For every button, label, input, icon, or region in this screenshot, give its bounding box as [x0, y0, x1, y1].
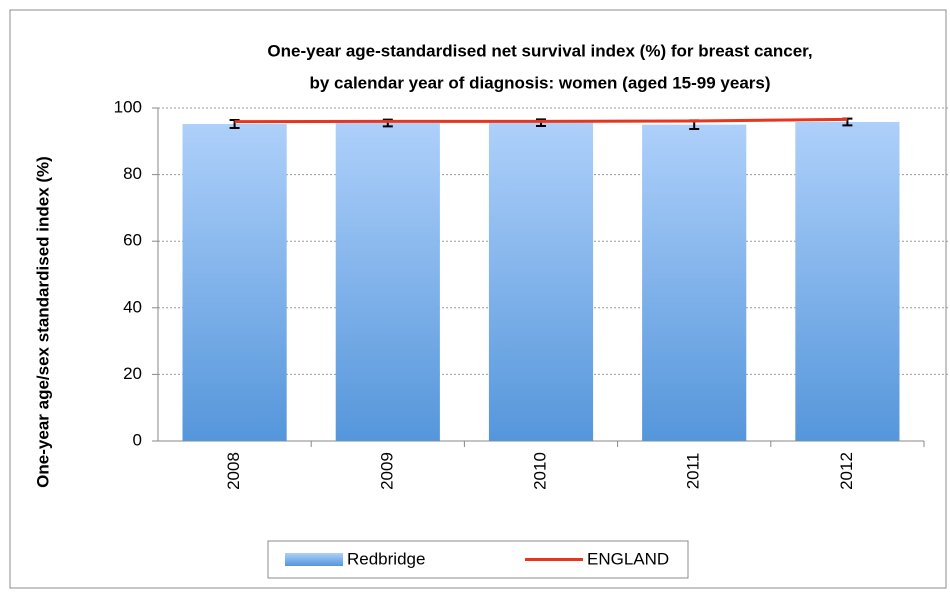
y-tick-label: 0 [133, 430, 142, 449]
x-tick-label: 2008 [224, 452, 243, 490]
y-tick-label: 40 [123, 297, 142, 316]
chart-title: One-year age-standardised net survival i… [267, 41, 812, 60]
bar [335, 122, 440, 442]
legend-label: Redbridge [347, 549, 425, 568]
line [234, 117, 848, 124]
bar [488, 122, 594, 441]
x-tick-label: 2009 [377, 452, 396, 490]
y-tick-label: 20 [123, 364, 142, 383]
chart-border [9, 9, 947, 589]
bar [182, 123, 287, 441]
y-tick-label: 100 [114, 97, 142, 116]
y-tick-label: 80 [123, 164, 142, 183]
y-axis-label: One-year age/sex standardised index (%) [33, 156, 52, 488]
chart-title: by calendar year of diagnosis: women (ag… [309, 73, 770, 92]
legend-label: ENGLAND [587, 549, 669, 568]
bar [795, 121, 900, 442]
y-tick-label: 60 [123, 231, 142, 250]
bar [642, 124, 747, 442]
x-tick-label: 2012 [837, 452, 856, 490]
x-tick-label: 2010 [530, 452, 549, 490]
legend-swatch [285, 553, 343, 566]
x-tick-label: 2011 [684, 453, 703, 490]
